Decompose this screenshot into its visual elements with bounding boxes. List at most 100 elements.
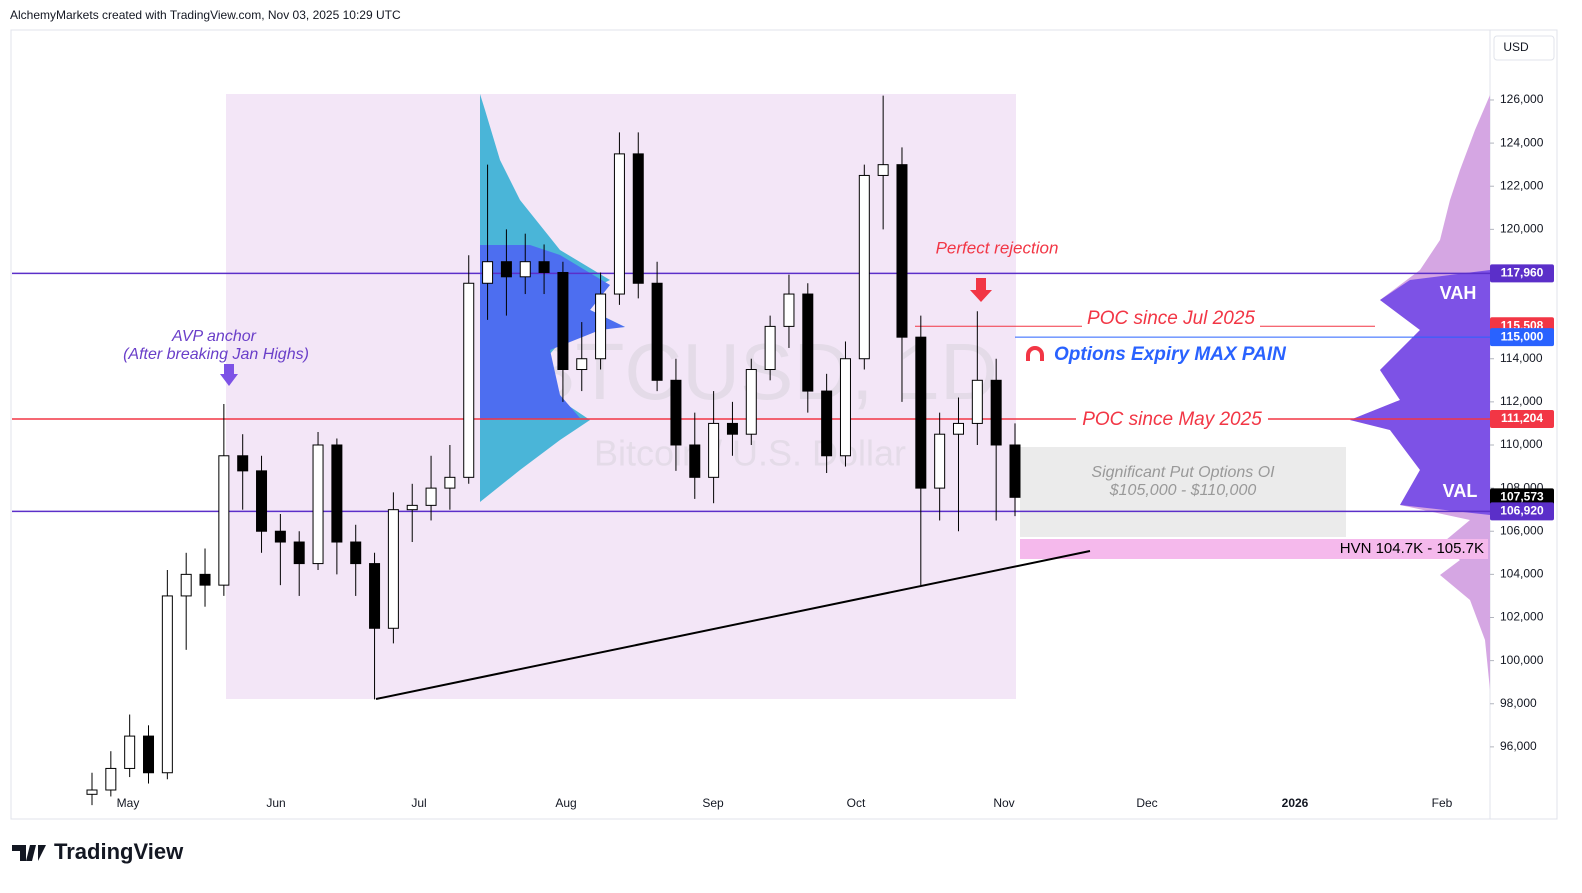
candle-body: [726, 422, 738, 435]
candle-body: [896, 164, 908, 338]
y-tick-label: 106,000: [1500, 523, 1544, 537]
y-tick-label: 104,000: [1500, 567, 1544, 581]
label-bg: [1076, 409, 1268, 431]
annotation: (After breaking Jan Highs): [123, 346, 309, 363]
candle-body: [218, 455, 230, 586]
candle-body: [331, 444, 343, 543]
candle-body: [482, 261, 494, 284]
watermark: BTCUSD, 1D: [522, 327, 998, 416]
annotation: Options Expiry MAX PAIN: [1054, 344, 1287, 365]
candle-body: [293, 541, 305, 565]
y-tick-label: 124,000: [1500, 135, 1544, 149]
arrow-rejection-stem: [976, 278, 986, 290]
candle-body: [444, 476, 456, 489]
header: AlchemyMarkets created with TradingView.…: [10, 8, 401, 22]
candle-body: [463, 282, 475, 478]
annotation: HVN 104.7K - 105.7K: [1340, 540, 1484, 557]
magnet-icon: [1026, 346, 1044, 361]
candle-body: [952, 422, 964, 435]
y-tick-label: 114,000: [1500, 351, 1543, 365]
arrow-anchor: [220, 374, 238, 386]
candle-body: [538, 261, 550, 273]
candle-body: [821, 390, 833, 457]
price-tag-label: 117,960: [1501, 266, 1544, 280]
logo: TradingView: [54, 839, 184, 864]
price-tag-label: 106,920: [1500, 504, 1544, 518]
put-oi-box: [1020, 447, 1346, 537]
candle-body: [783, 293, 795, 327]
x-tick-label: Dec: [1136, 796, 1157, 810]
candle-body: [199, 573, 211, 586]
annotation: VAH: [1440, 283, 1477, 303]
candle-body: [745, 369, 757, 435]
candle-body: [689, 444, 701, 478]
candle-body: [105, 767, 117, 791]
candle-body: [802, 293, 814, 392]
candle-body: [595, 293, 607, 360]
x-tick-label: Feb: [1432, 796, 1453, 810]
x-tick-label: Sep: [702, 796, 724, 810]
y-tick-label: 120,000: [1500, 222, 1544, 236]
currency-box: [1493, 35, 1555, 61]
candle-body: [576, 358, 588, 371]
y-tick-label: 126,000: [1500, 92, 1544, 106]
price-tag: [1490, 264, 1554, 283]
trendline: [375, 550, 1091, 700]
candle-body: [519, 261, 531, 278]
watermark-sub: Bitcoin / U.S. Dollar: [594, 433, 906, 474]
candle-body: [161, 595, 173, 774]
annotation: POC since May 2025: [1082, 409, 1262, 430]
price-tag: [1490, 488, 1554, 507]
x-tick-label: Nov: [993, 796, 1014, 810]
candle-body: [557, 271, 569, 371]
price-tag-label: 107,573: [1500, 489, 1544, 503]
y-tick-label: 112,000: [1500, 394, 1543, 408]
annotation: Perfect rejection: [936, 238, 1059, 257]
y-tick-label: 96,000: [1500, 739, 1537, 753]
candle-body: [350, 541, 362, 565]
x-tick-label: Jul: [411, 796, 426, 810]
hvn-box: [1020, 539, 1488, 559]
candle-body: [971, 379, 983, 424]
candle-body: [143, 735, 155, 774]
candle-body: [651, 282, 663, 381]
candle-body: [1009, 444, 1021, 498]
annotation: $105,000 - $110,000: [1109, 482, 1257, 499]
candle-body: [708, 422, 720, 478]
price-tag-label: 111,204: [1501, 411, 1543, 425]
candle-body: [86, 789, 98, 795]
candle-body: [124, 735, 136, 769]
price-tag: [1490, 502, 1554, 521]
candle-body: [877, 164, 889, 176]
candle-body: [670, 379, 682, 446]
candle-body: [613, 153, 625, 295]
candle-body: [425, 487, 437, 506]
candle-body: [632, 153, 644, 284]
candle-body: [387, 509, 399, 629]
x-tick-label: Aug: [555, 796, 576, 810]
x-tick-label: Oct: [847, 796, 866, 810]
annotation: VAL: [1443, 481, 1478, 501]
candle-body: [990, 379, 1002, 446]
candle-body: [256, 470, 268, 532]
currency: USD: [1503, 40, 1529, 54]
vrvp-inner: [1350, 270, 1490, 515]
candle-body: [369, 563, 381, 629]
candle-body: [237, 455, 249, 472]
arrow-rejection: [970, 290, 992, 302]
y-tick-label: 110,000: [1500, 437, 1543, 451]
price-tag-label: 115,000: [1501, 329, 1544, 343]
candle-body: [934, 433, 946, 489]
annotation: AVP anchor: [171, 328, 257, 345]
y-tick-label: 98,000: [1500, 696, 1537, 710]
label-bg: [1082, 308, 1260, 330]
candle-body: [312, 444, 324, 565]
annotation: POC since Jul 2025: [1087, 308, 1255, 329]
frame: [10, 29, 1558, 820]
y-tick-label: 102,000: [1500, 610, 1544, 624]
candle-body: [274, 530, 286, 543]
candle-body: [858, 174, 870, 360]
x-tick-label: 2026: [1282, 796, 1309, 810]
